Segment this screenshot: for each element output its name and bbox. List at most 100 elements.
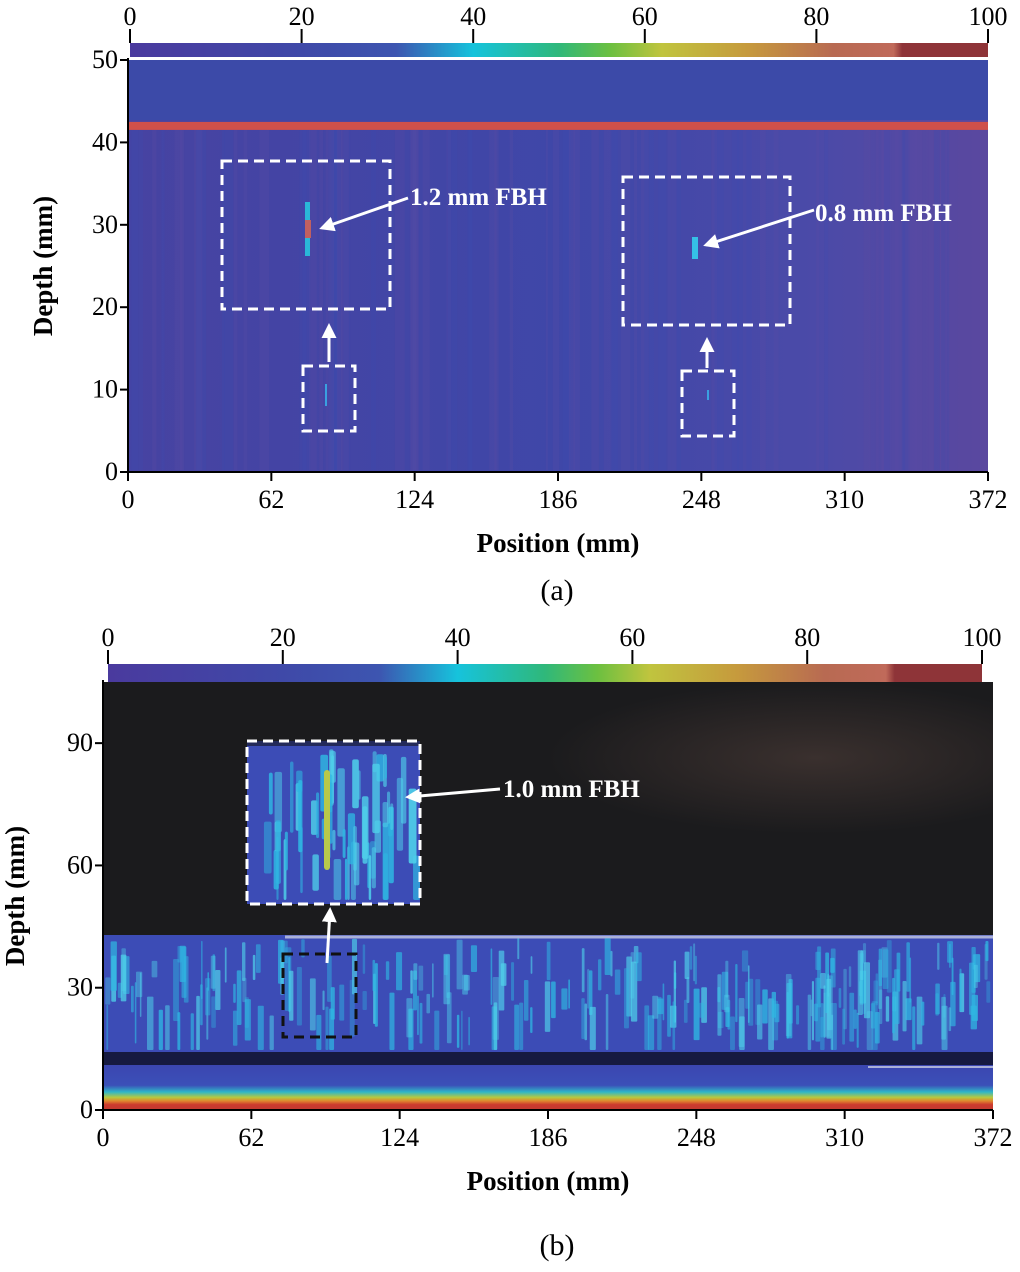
- noise-streak: [610, 950, 613, 977]
- noise-streak: [568, 979, 570, 1009]
- noise-streak: [383, 853, 388, 900]
- noise-streak: [937, 942, 940, 970]
- noise-streak: [530, 1007, 533, 1033]
- noise-streak: [210, 955, 216, 989]
- noise-streak: [667, 130, 677, 470]
- noise-streak: [610, 130, 618, 470]
- noise-streak: [412, 130, 416, 470]
- noise-streak: [319, 130, 324, 470]
- noise-streak: [139, 972, 142, 1017]
- x-tick-label: 186: [539, 485, 578, 514]
- noise-streak: [243, 130, 248, 470]
- noise-streak: [311, 800, 318, 835]
- noise-streak: [467, 130, 473, 470]
- y-tick-label: 0: [80, 1095, 93, 1124]
- noise-streak: [177, 1012, 181, 1050]
- noise-streak: [686, 977, 690, 1003]
- noise-streak: [894, 969, 900, 1025]
- noise-streak: [340, 130, 349, 470]
- noise-streak: [909, 957, 912, 1003]
- noise-streak: [371, 847, 376, 889]
- noise-streak: [337, 768, 345, 837]
- inset-top-edge: [247, 741, 420, 746]
- noise-streak: [530, 956, 533, 974]
- noise-streak: [418, 965, 424, 991]
- noise-streak: [581, 998, 585, 1039]
- noise-streak: [299, 130, 307, 470]
- noise-streak: [263, 821, 272, 874]
- noise-streak: [161, 130, 165, 470]
- noise-streak: [325, 1006, 329, 1050]
- defect-indication: [325, 384, 327, 406]
- noise-streak: [443, 953, 450, 1005]
- noise-streak: [587, 968, 590, 1009]
- noise-streak: [232, 1010, 238, 1046]
- noise-streak: [584, 1003, 588, 1041]
- noise-streak: [724, 994, 730, 1013]
- noise-streak: [316, 792, 320, 839]
- noise-streak: [747, 965, 750, 1023]
- noise-streak: [190, 1013, 194, 1050]
- noise-streak: [573, 130, 580, 470]
- noise-streak: [179, 130, 185, 470]
- noise-streak: [333, 858, 342, 900]
- noise-streak: [830, 957, 835, 973]
- noise-streak: [151, 960, 158, 978]
- noise-streak: [880, 130, 890, 470]
- noise-streak: [463, 975, 470, 991]
- noise-streak: [456, 939, 463, 990]
- colorbar: [108, 664, 982, 682]
- noise-streak: [875, 130, 879, 470]
- noise-streak: [147, 996, 154, 1050]
- noise-streak: [823, 985, 826, 1038]
- noise-streak: [284, 831, 288, 871]
- noise-streak: [194, 130, 203, 470]
- noise-streak: [730, 1016, 735, 1050]
- noise-streak: [409, 130, 418, 470]
- noise-streak: [422, 130, 430, 470]
- annotation-arrow: [405, 787, 501, 804]
- noise-streak: [901, 130, 910, 470]
- noise-streak: [914, 130, 923, 470]
- defect-indication: [305, 202, 310, 222]
- noise-streak: [426, 993, 431, 1014]
- noise-streak: [644, 130, 654, 470]
- noise-streak: [413, 963, 418, 980]
- noise-streak: [652, 995, 659, 1019]
- y-tick-label: 10: [92, 375, 118, 404]
- noise-streak: [853, 1009, 857, 1029]
- noise-streak: [221, 130, 225, 470]
- x-tick-label: 372: [969, 485, 1008, 514]
- noise-streak: [759, 130, 766, 470]
- x-tick-label: 310: [825, 485, 864, 514]
- noise-streak: [410, 970, 413, 994]
- noise-streak: [941, 1005, 948, 1050]
- noise-streak: [630, 952, 635, 999]
- y-tick-label: 90: [67, 728, 93, 757]
- noise-streak: [290, 761, 294, 833]
- noise-streak: [947, 941, 953, 963]
- y-tick-label: 30: [92, 210, 118, 239]
- noise-streak: [519, 1002, 524, 1050]
- noise-streak: [283, 940, 288, 964]
- colorbar-tick-label: 80: [794, 623, 820, 652]
- annotation-label: 1.0 mm FBH: [503, 776, 640, 803]
- noise-streak: [336, 130, 343, 470]
- noise-streak: [614, 969, 621, 995]
- x-tick-label: 248: [677, 1123, 716, 1152]
- noise-streak: [374, 963, 378, 1027]
- noise-streak: [630, 961, 638, 1022]
- noise-streak: [362, 944, 366, 974]
- noise-streak: [568, 130, 575, 470]
- x-tick-label: 372: [974, 1123, 1013, 1152]
- noise-streak: [905, 998, 912, 1021]
- noise-streak: [657, 998, 664, 1015]
- noise-streak: [693, 943, 696, 982]
- noise-streak: [390, 803, 394, 830]
- noise-streak: [561, 988, 568, 1010]
- noise-streak: [224, 947, 227, 983]
- noise-streak: [788, 979, 793, 1024]
- x-tick-label: 62: [258, 485, 284, 514]
- noise-streak: [408, 1008, 414, 1050]
- noise-streak: [701, 987, 707, 1023]
